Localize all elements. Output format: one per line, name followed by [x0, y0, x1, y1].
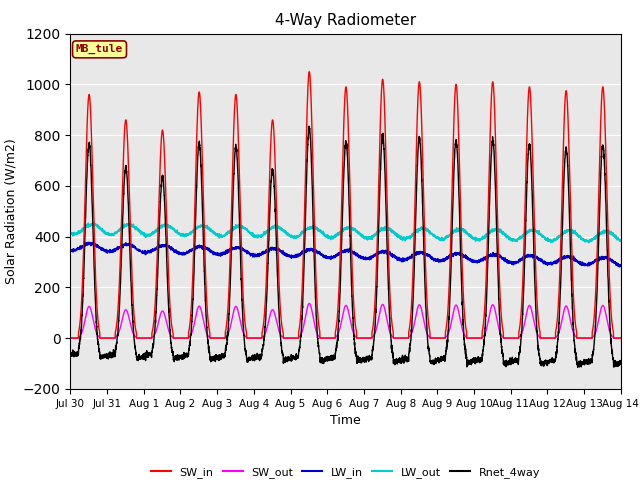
LW_in [469, 260, 477, 265]
Rnet_4way [438, 354, 446, 360]
SW_out [438, 335, 446, 341]
SW_in [305, 69, 313, 74]
LW_out [500, 231, 508, 237]
SW_out [617, 335, 625, 341]
Rnet_4way [325, 356, 333, 361]
Line: Rnet_4way: Rnet_4way [70, 126, 621, 367]
LW_out [469, 236, 477, 242]
LW_out [617, 238, 625, 243]
LW_in [617, 264, 625, 269]
SW_out [616, 335, 624, 341]
LW_out [90, 220, 98, 226]
SW_in [166, 290, 173, 296]
Rnet_4way [500, 360, 508, 366]
LW_out [438, 237, 446, 243]
Legend: SW_in, SW_out, LW_in, LW_out, Rnet_4way: SW_in, SW_out, LW_in, LW_out, Rnet_4way [147, 463, 545, 480]
LW_in [500, 257, 508, 263]
SW_out [325, 335, 333, 341]
Rnet_4way [166, 317, 173, 323]
Text: MB_tule: MB_tule [76, 44, 123, 54]
LW_in [616, 263, 624, 268]
X-axis label: Time: Time [330, 414, 361, 427]
LW_out [325, 236, 333, 241]
Rnet_4way [616, 359, 624, 364]
SW_out [67, 335, 74, 341]
Line: SW_out: SW_out [70, 303, 621, 338]
Line: SW_in: SW_in [70, 72, 621, 338]
SW_in [325, 335, 333, 341]
SW_out [305, 300, 313, 306]
LW_out [616, 238, 624, 244]
LW_out [585, 240, 593, 246]
LW_in [67, 246, 74, 252]
Rnet_4way [574, 364, 582, 370]
LW_in [84, 240, 92, 245]
SW_in [617, 335, 625, 341]
LW_in [438, 258, 446, 264]
SW_out [500, 335, 508, 341]
SW_in [500, 335, 508, 341]
Rnet_4way [617, 361, 625, 367]
Y-axis label: Solar Radiation (W/m2): Solar Radiation (W/m2) [4, 138, 17, 284]
SW_in [469, 335, 477, 341]
LW_in [616, 264, 623, 270]
LW_in [325, 254, 333, 260]
LW_out [67, 230, 74, 236]
SW_in [67, 335, 74, 341]
SW_out [166, 329, 173, 335]
LW_out [166, 224, 173, 230]
LW_in [166, 245, 173, 251]
Line: LW_in: LW_in [70, 242, 621, 267]
SW_in [438, 335, 446, 341]
Line: LW_out: LW_out [70, 223, 621, 243]
Rnet_4way [305, 123, 313, 129]
Rnet_4way [67, 350, 74, 356]
SW_in [616, 335, 624, 341]
Title: 4-Way Radiometer: 4-Way Radiometer [275, 13, 416, 28]
SW_out [469, 335, 477, 341]
Rnet_4way [469, 356, 477, 362]
